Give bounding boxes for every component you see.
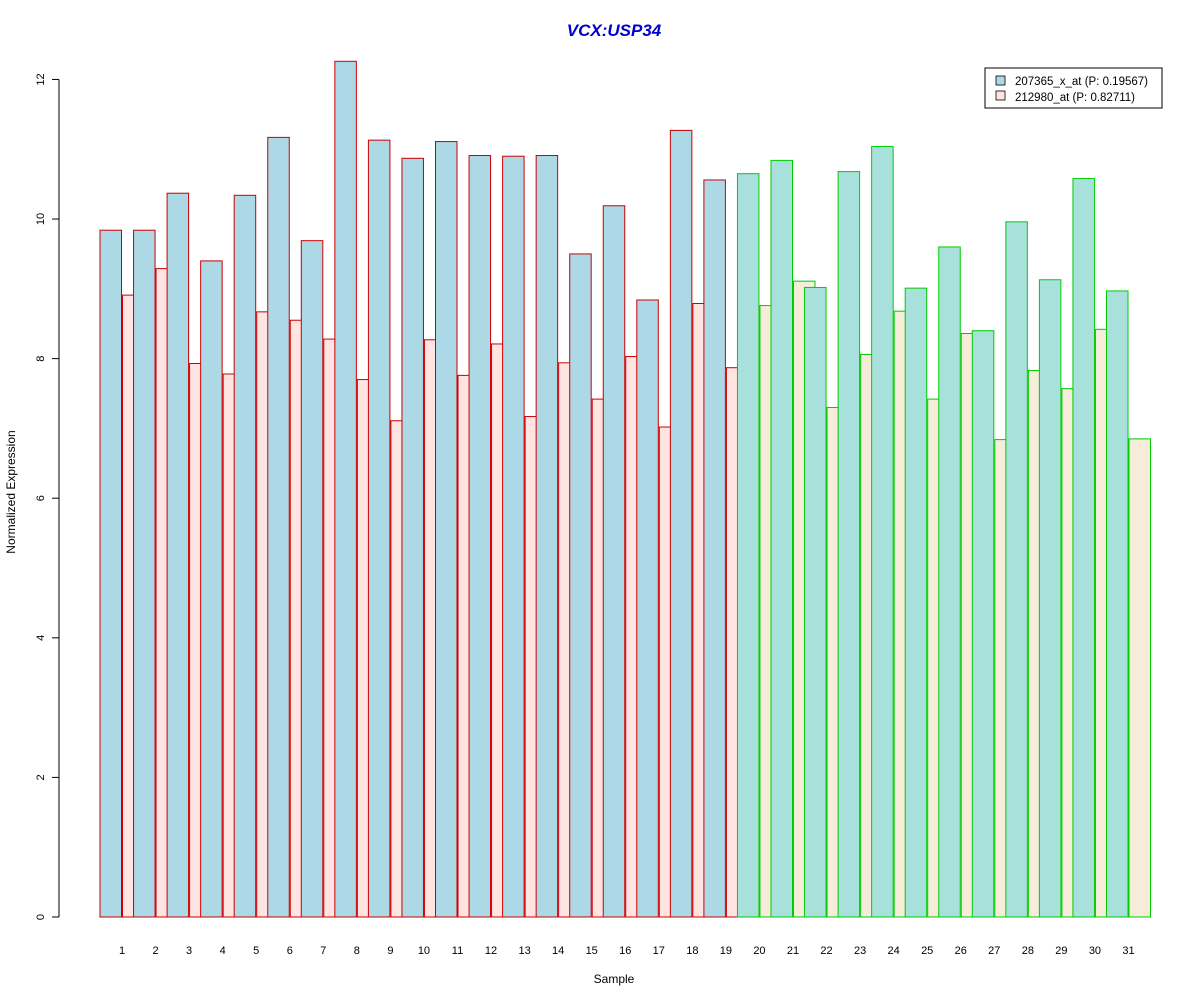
x-tick-label: 3 — [186, 945, 192, 957]
legend-label-series-1: 207365_x_at (P: 0.19567) — [1015, 76, 1148, 88]
y-tick-label: 8 — [35, 356, 47, 362]
bar-series-1-sample-17 — [636, 299, 659, 918]
y-tick-label: 10 — [35, 213, 47, 225]
x-tick-label: 17 — [653, 945, 665, 957]
legend-label-series-2: 212980_at (P: 0.82711) — [1015, 92, 1135, 104]
x-tick-label: 24 — [888, 945, 900, 957]
bars — [99, 60, 1151, 918]
bar-series-1-sample-26 — [938, 246, 961, 918]
y-tick-label: 0 — [35, 914, 47, 920]
bar-series-1-sample-21 — [770, 159, 793, 918]
legend-box — [984, 67, 1163, 109]
x-tick-label: 4 — [220, 945, 226, 957]
bar-series-1-sample-10 — [401, 157, 424, 918]
x-tick-label: 28 — [1022, 945, 1034, 957]
x-tick-label: 6 — [287, 945, 293, 957]
x-tick-label: 9 — [387, 945, 393, 957]
x-tick-label: 10 — [418, 945, 430, 957]
y-axis: 0 2 4 6 8 10 12 — [35, 73, 60, 920]
bar-series-1-sample-18 — [669, 129, 693, 918]
legend-swatch-series-1 — [995, 75, 1006, 86]
x-tick-label: 15 — [586, 945, 598, 957]
bar-series-1-sample-8 — [334, 60, 357, 918]
y-tick-label: 12 — [35, 73, 47, 85]
bar-series-1-sample-12 — [468, 155, 492, 918]
x-tick-label: 23 — [854, 945, 866, 957]
x-tick-label: 29 — [1055, 945, 1067, 957]
bar-series-1-sample-3 — [166, 192, 190, 918]
x-tick-label: 13 — [518, 945, 530, 957]
x-axis-title: Sample — [594, 972, 635, 986]
bar-series-1-sample-14 — [535, 155, 559, 918]
x-tick-label: 21 — [787, 945, 799, 957]
bar-series-1-sample-24 — [871, 145, 894, 918]
x-tick-label: 25 — [921, 945, 933, 957]
bar-series-1-sample-15 — [569, 253, 592, 918]
bar-series-1-sample-31 — [1106, 290, 1129, 918]
bar-series-1-sample-11 — [435, 141, 458, 918]
x-tick-label: 12 — [485, 945, 497, 957]
x-tick-label: 8 — [354, 945, 360, 957]
bar-series-1-sample-13 — [502, 155, 525, 918]
x-tick-label: 7 — [320, 945, 326, 957]
bar-series-1-sample-28 — [1005, 221, 1028, 918]
bar-series-1-sample-23 — [837, 171, 861, 918]
bar-series-1-sample-20 — [736, 173, 760, 918]
x-tick-label: 26 — [955, 945, 967, 957]
x-tick-labels: 1 2 3 4 5 6 7 8 9 10 11 12 13 14 15 16 17 18 19 20 21 22 23 24 2… — [119, 945, 1135, 957]
x-tick-label: 22 — [820, 945, 832, 957]
x-tick-label: 31 — [1122, 945, 1134, 957]
bar-series-1-sample-27 — [971, 330, 995, 918]
bar-series-1-sample-4 — [200, 260, 223, 918]
y-tick-label: 2 — [35, 774, 47, 780]
x-tick-label: 2 — [152, 945, 158, 957]
x-tick-label: 18 — [686, 945, 698, 957]
bar-series-1-sample-16 — [602, 205, 626, 918]
bar-series-1-sample-25 — [904, 287, 928, 918]
bar-series-2-sample-31 — [1128, 438, 1151, 918]
x-tick-label: 30 — [1089, 945, 1101, 957]
y-tick-label: 6 — [35, 495, 47, 501]
bar-series-1-sample-7 — [300, 240, 324, 918]
bar-series-1-sample-19 — [703, 179, 726, 918]
x-tick-label: 19 — [720, 945, 732, 957]
legend: 207365_x_at (P: 0.19567) 212980_at (P: 0… — [984, 67, 1163, 109]
x-tick-label: 11 — [452, 945, 463, 957]
x-tick-label: 27 — [988, 945, 1000, 957]
x-tick-label: 5 — [253, 945, 259, 957]
x-tick-label: 20 — [753, 945, 765, 957]
x-tick-label: 16 — [619, 945, 631, 957]
x-tick-label: 14 — [552, 945, 564, 957]
bar-series-1-sample-22 — [804, 286, 827, 918]
chart-title: VCX:USP34 — [567, 21, 662, 40]
legend-swatch-series-2 — [995, 90, 1006, 101]
bar-series-1-sample-29 — [1038, 279, 1062, 918]
bar-series-1-sample-5 — [233, 194, 257, 918]
y-axis-title: Normalized Expression — [4, 430, 18, 553]
bar-series-1-sample-30 — [1072, 178, 1095, 918]
bar-series-1-sample-9 — [367, 139, 391, 918]
bar-series-1-sample-2 — [133, 229, 156, 918]
bar-series-1-sample-6 — [267, 136, 290, 918]
y-tick-label: 4 — [35, 635, 47, 641]
x-tick-label: 1 — [119, 945, 125, 957]
bar-series-1-sample-1 — [99, 229, 122, 918]
